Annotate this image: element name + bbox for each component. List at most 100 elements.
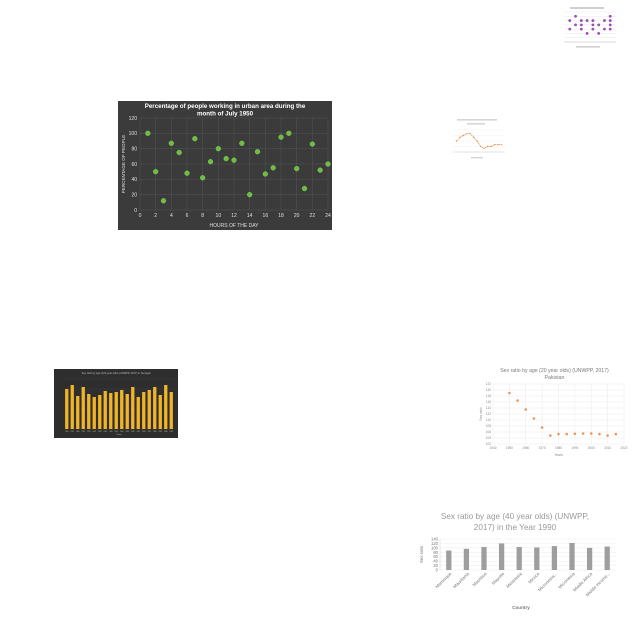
- bar: [65, 389, 69, 429]
- data-point: [574, 14, 577, 18]
- chart-title: month of July 1950: [197, 111, 254, 118]
- data-point: [223, 156, 229, 162]
- title-placeholder: [570, 7, 604, 9]
- data-point: [603, 19, 606, 22]
- data-point: [497, 144, 499, 146]
- chart-title: Sex ratio by age (100 year olds) (UNWPP,…: [82, 371, 151, 375]
- y-tick-label: 102: [486, 442, 492, 446]
- x-tick-label: 1960: [76, 431, 80, 433]
- y-tick-label: 0: [436, 568, 439, 573]
- data-point: [325, 161, 331, 167]
- x-tick-label: 2025: [147, 431, 151, 433]
- data-point: [540, 426, 544, 429]
- data-point: [606, 434, 609, 437]
- bar: [446, 550, 452, 570]
- x-tick-label: 1990: [571, 446, 578, 450]
- data-point: [490, 145, 492, 148]
- y-tick-label: 112: [486, 412, 491, 416]
- data-point: [455, 140, 458, 142]
- x-axis-label: Years: [554, 453, 563, 457]
- data-point: [508, 391, 511, 395]
- bar: [136, 397, 140, 429]
- data-point: [591, 23, 595, 27]
- bar: [498, 543, 505, 570]
- bar: [569, 542, 575, 570]
- chart-subtitle: Pakistan: [545, 375, 565, 381]
- x-tick-label: 18: [278, 213, 284, 219]
- chart-background: [118, 101, 332, 230]
- y-tick-label: 106: [486, 430, 492, 434]
- data-point: [608, 19, 612, 22]
- y-tick-label: 60: [433, 554, 438, 559]
- data-point: [579, 23, 583, 27]
- x-axis-label: HOURS OF THE DAY: [210, 223, 260, 229]
- data-point: [591, 27, 595, 31]
- chart-title: Sex ratio by age (40 year olds) (UNWPP,: [441, 512, 589, 521]
- bar: [125, 394, 129, 429]
- data-point: [568, 27, 572, 31]
- data-point: [459, 136, 461, 138]
- data-point: [480, 145, 482, 148]
- xlabel-placeholder: [471, 157, 483, 159]
- x-tick-label: 1970: [87, 431, 91, 433]
- x-tick-label: 2020: [620, 446, 627, 450]
- data-point: [549, 434, 552, 437]
- y-tick-label: 0: [134, 208, 137, 214]
- data-point: [160, 198, 167, 204]
- data-point: [591, 19, 595, 22]
- data-point: [557, 432, 560, 436]
- x-tick-label: 24: [325, 213, 331, 219]
- data-point: [254, 149, 261, 155]
- data-point: [483, 147, 485, 149]
- x-tick-label: 2045: [169, 431, 173, 433]
- bar: [109, 393, 113, 429]
- x-tick-label: 1970: [539, 446, 546, 450]
- data-point: [168, 140, 174, 146]
- pakistan-sex-ratio-scatter-chart: Sex ratio by age (20 year olds) (UNWPP, …: [477, 366, 632, 462]
- x-tick-label: 1950: [65, 431, 69, 433]
- y-axis-label: Sex ratio: [479, 407, 483, 420]
- data-point: [286, 130, 292, 136]
- subtitle-placeholder: [467, 123, 485, 125]
- x-tick-label: 2035: [158, 431, 162, 433]
- x-tick-label: 1990: [109, 431, 113, 433]
- data-point: [500, 144, 503, 146]
- bar: [120, 390, 124, 429]
- c2-svg: Percentage of people working in urban ar…: [118, 101, 332, 230]
- y-axis-label: Sex ratio: [419, 545, 424, 563]
- bar: [147, 390, 151, 429]
- x-tick-label: 16: [263, 213, 269, 219]
- x-tick-label: 2: [154, 213, 157, 219]
- y-tick-label: 114: [486, 406, 491, 410]
- data-point: [176, 149, 182, 156]
- chart-title: 2017) in the Year 1990: [474, 523, 557, 532]
- chart-title: Sex ratio by age (20 year olds) (UNWPP, …: [500, 368, 609, 374]
- y-tick-label: 122: [486, 382, 492, 386]
- pakistan-sex-ratio-line-thumbnail: [447, 118, 507, 162]
- bar: [164, 385, 168, 429]
- data-point: [487, 145, 489, 148]
- y-tick-label: 20: [131, 192, 137, 198]
- bar: [103, 391, 107, 429]
- y-tick-label: 80: [131, 146, 137, 152]
- data-point: [207, 159, 214, 165]
- x-tick-label: 4: [170, 213, 173, 219]
- y-tick-label: 120: [486, 388, 492, 392]
- x-tick-label: 1980: [98, 431, 102, 433]
- data-point: [466, 133, 468, 135]
- bar: [534, 547, 540, 570]
- purple-dot-chart-thumbnail: [556, 6, 618, 50]
- data-point: [473, 136, 475, 138]
- bar: [131, 387, 135, 429]
- bar: [98, 395, 102, 429]
- data-point: [278, 134, 284, 140]
- y-tick-label: 100: [431, 545, 439, 550]
- x-tick-label: 12: [231, 213, 237, 219]
- x-tick-label: 1940: [489, 446, 496, 450]
- x-tick-label: 2020: [142, 431, 146, 433]
- c1-svg: [556, 6, 618, 50]
- bar: [92, 397, 96, 429]
- series-line: [456, 133, 502, 149]
- y-tick-label: 104: [486, 436, 492, 440]
- data-point: [597, 32, 601, 35]
